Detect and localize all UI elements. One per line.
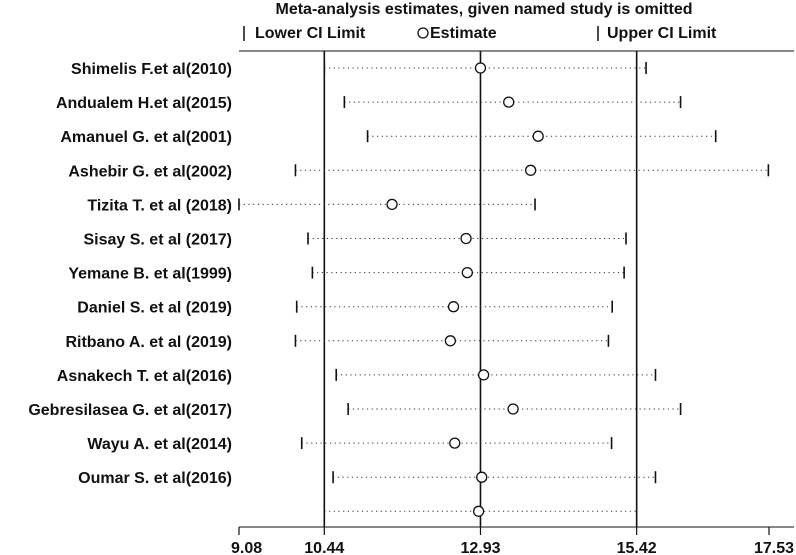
study-label: Ritbano A. et al (2019): [65, 334, 232, 351]
study-label: Wayu A. et al(2014): [87, 436, 232, 453]
study-row: Yemane B. et al(1999): [68, 266, 625, 283]
study-label: Tizita T. et al (2018): [87, 197, 232, 214]
study-label: Ashebir G. et al(2002): [68, 163, 232, 180]
study-rows: Shimelis F.et al(2010) Andualem H.et al(2…: [28, 61, 770, 487]
legend-lower-label: Lower CI Limit: [255, 25, 366, 42]
estimate-point: [474, 62, 487, 74]
study-label: Amanuel G. et al(2001): [60, 129, 232, 146]
estimate-point: [507, 403, 519, 415]
estimate-point: [461, 266, 473, 279]
x-axis: 9.08 10.44 12.93 15.42 17.53: [231, 527, 794, 555]
study-row: Ashebir G. et al(2002): [68, 163, 770, 180]
study-row: Oumar S. et al(2016): [78, 470, 657, 487]
estimate-point: [503, 96, 515, 108]
study-row: Ritbano A. et al (2019): [65, 334, 610, 351]
study-label: Gebresilasea G. et al(2017): [28, 402, 232, 419]
study-row: Gebresilasea G. et al(2017): [28, 402, 682, 419]
study-row: Amanuel G. et al(2001): [60, 129, 717, 146]
estimate-point: [525, 164, 537, 176]
x-tick-label: 12.93: [460, 540, 500, 555]
estimate-point: [477, 369, 490, 381]
estimate-point: [444, 335, 457, 347]
overall-estimate-point: [472, 505, 485, 517]
study-row: Daniel S. et al (2019): [77, 300, 613, 317]
study-row: Wayu A. et al(2014): [87, 436, 613, 453]
study-label: Oumar S. et al(2016): [78, 470, 232, 487]
study-label: Asnakech T. et al(2016): [57, 368, 232, 385]
study-label: Daniel S. et al (2019): [77, 300, 232, 317]
estimate-point: [460, 232, 472, 245]
study-label: Yemane B. et al(1999): [68, 266, 232, 283]
study-row: Asnakech T. et al(2016): [57, 368, 657, 385]
legend-estimate-marker: [417, 27, 429, 39]
x-tick-label: 15.42: [617, 540, 657, 555]
legend: Lower CI Limit Estimate Upper CI Limit: [243, 25, 717, 42]
x-tick-label: 9.08: [231, 540, 262, 555]
reference-lines: [323, 51, 638, 527]
overall-row: [324, 505, 637, 517]
study-label: Andualem H.et al(2015): [56, 95, 232, 112]
x-tick-label: 10.44: [304, 540, 344, 555]
study-label: Sisay S. et al (2017): [83, 232, 232, 249]
study-row: Andualem H.et al(2015): [56, 95, 682, 112]
study-label: Shimelis F.et al(2010): [71, 61, 232, 78]
estimate-point: [447, 301, 460, 313]
x-tick-label: 17.53: [754, 540, 794, 555]
study-row: Sisay S. et al (2017): [83, 232, 627, 249]
estimate-point: [476, 471, 488, 483]
estimate-point: [532, 130, 544, 142]
study-row: Tizita T. et al (2018): [87, 197, 536, 214]
legend-upper-label: Upper CI Limit: [607, 25, 717, 42]
study-row: Shimelis F.et al(2010): [71, 61, 647, 78]
legend-estimate-label: Estimate: [430, 25, 497, 42]
chart-title: Meta-analysis estimates, given named stu…: [275, 1, 692, 18]
estimate-point: [449, 437, 461, 449]
estimate-point: [386, 198, 398, 211]
